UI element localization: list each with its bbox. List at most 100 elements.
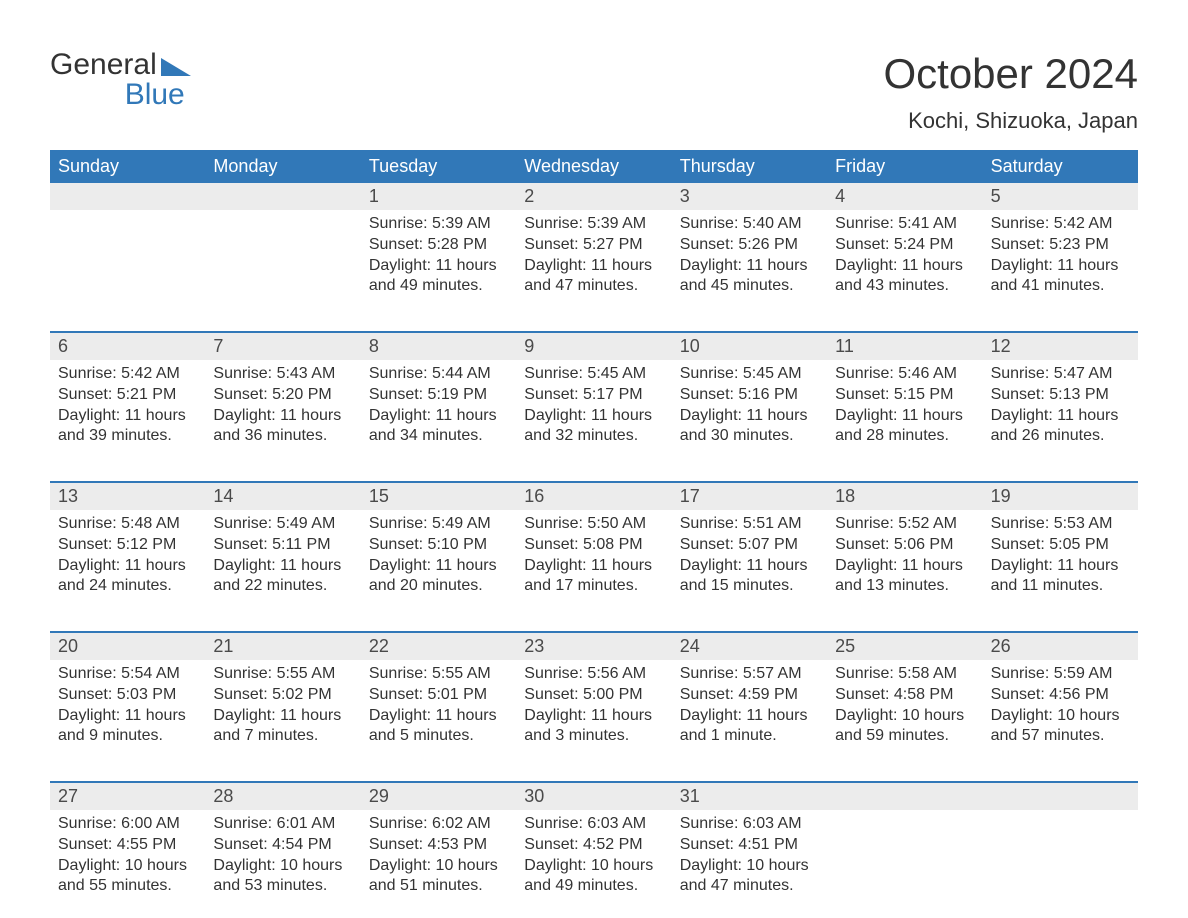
sunrise-text: Sunrise: 5:58 AM xyxy=(835,664,974,685)
sunset-text: Sunset: 4:53 PM xyxy=(369,835,508,856)
day-body: Sunrise: 5:41 AMSunset: 5:24 PMDaylight:… xyxy=(827,210,982,297)
sunrise-text: Sunrise: 5:39 AM xyxy=(524,214,663,235)
sunset-text: Sunset: 5:13 PM xyxy=(991,385,1130,406)
daylight2-text: and 13 minutes. xyxy=(835,576,974,597)
daylight2-text: and 49 minutes. xyxy=(369,276,508,297)
day-cell: 17Sunrise: 5:51 AMSunset: 5:07 PMDayligh… xyxy=(672,483,827,613)
day-body: Sunrise: 5:47 AMSunset: 5:13 PMDaylight:… xyxy=(983,360,1138,447)
daylight1-text: Daylight: 11 hours xyxy=(369,406,508,427)
daylight1-text: Daylight: 11 hours xyxy=(835,256,974,277)
daylight2-text: and 39 minutes. xyxy=(58,426,197,447)
day-body: Sunrise: 5:49 AMSunset: 5:10 PMDaylight:… xyxy=(361,510,516,597)
day-number: 21 xyxy=(205,633,360,660)
day-number: 16 xyxy=(516,483,671,510)
sunset-text: Sunset: 5:20 PM xyxy=(213,385,352,406)
daylight1-text: Daylight: 10 hours xyxy=(991,706,1130,727)
daylight2-text: and 11 minutes. xyxy=(991,576,1130,597)
day-cell: 29Sunrise: 6:02 AMSunset: 4:53 PMDayligh… xyxy=(361,783,516,913)
day-number: 26 xyxy=(983,633,1138,660)
weekday-cell: Wednesday xyxy=(516,150,671,183)
sunset-text: Sunset: 5:12 PM xyxy=(58,535,197,556)
day-number: 31 xyxy=(672,783,827,810)
daylight2-text: and 26 minutes. xyxy=(991,426,1130,447)
daylight1-text: Daylight: 10 hours xyxy=(58,856,197,877)
daylight1-text: Daylight: 10 hours xyxy=(524,856,663,877)
day-body: Sunrise: 5:48 AMSunset: 5:12 PMDaylight:… xyxy=(50,510,205,597)
weekday-cell: Thursday xyxy=(672,150,827,183)
daylight2-text: and 45 minutes. xyxy=(680,276,819,297)
day-cell: 19Sunrise: 5:53 AMSunset: 5:05 PMDayligh… xyxy=(983,483,1138,613)
daylight2-text: and 1 minute. xyxy=(680,726,819,747)
daylight1-text: Daylight: 11 hours xyxy=(524,706,663,727)
day-number: 7 xyxy=(205,333,360,360)
sunrise-text: Sunrise: 6:03 AM xyxy=(524,814,663,835)
daylight2-text: and 30 minutes. xyxy=(680,426,819,447)
day-body: Sunrise: 5:57 AMSunset: 4:59 PMDaylight:… xyxy=(672,660,827,747)
day-cell: 5Sunrise: 5:42 AMSunset: 5:23 PMDaylight… xyxy=(983,183,1138,313)
week-row: 20Sunrise: 5:54 AMSunset: 5:03 PMDayligh… xyxy=(50,631,1138,763)
sunrise-text: Sunrise: 5:48 AM xyxy=(58,514,197,535)
day-cell: 11Sunrise: 5:46 AMSunset: 5:15 PMDayligh… xyxy=(827,333,982,463)
day-body: Sunrise: 6:01 AMSunset: 4:54 PMDaylight:… xyxy=(205,810,360,897)
daylight2-text: and 53 minutes. xyxy=(213,876,352,897)
sunset-text: Sunset: 5:27 PM xyxy=(524,235,663,256)
weekday-cell: Tuesday xyxy=(361,150,516,183)
day-cell xyxy=(827,783,982,913)
sunset-text: Sunset: 5:17 PM xyxy=(524,385,663,406)
daylight1-text: Daylight: 11 hours xyxy=(58,556,197,577)
day-number: 18 xyxy=(827,483,982,510)
sunrise-text: Sunrise: 5:44 AM xyxy=(369,364,508,385)
day-number: 27 xyxy=(50,783,205,810)
week-gap xyxy=(50,763,1138,781)
sunset-text: Sunset: 5:00 PM xyxy=(524,685,663,706)
day-cell xyxy=(983,783,1138,913)
day-cell: 10Sunrise: 5:45 AMSunset: 5:16 PMDayligh… xyxy=(672,333,827,463)
day-number: 11 xyxy=(827,333,982,360)
day-cell: 31Sunrise: 6:03 AMSunset: 4:51 PMDayligh… xyxy=(672,783,827,913)
week-row: 13Sunrise: 5:48 AMSunset: 5:12 PMDayligh… xyxy=(50,481,1138,613)
day-body: Sunrise: 5:54 AMSunset: 5:03 PMDaylight:… xyxy=(50,660,205,747)
day-number: 3 xyxy=(672,183,827,210)
day-cell: 18Sunrise: 5:52 AMSunset: 5:06 PMDayligh… xyxy=(827,483,982,613)
sunrise-text: Sunrise: 5:45 AM xyxy=(680,364,819,385)
sunrise-text: Sunrise: 6:03 AM xyxy=(680,814,819,835)
daylight2-text: and 15 minutes. xyxy=(680,576,819,597)
day-cell xyxy=(205,183,360,313)
day-number: 4 xyxy=(827,183,982,210)
day-body: Sunrise: 5:46 AMSunset: 5:15 PMDaylight:… xyxy=(827,360,982,447)
sunset-text: Sunset: 5:19 PM xyxy=(369,385,508,406)
day-number: 28 xyxy=(205,783,360,810)
day-cell: 1Sunrise: 5:39 AMSunset: 5:28 PMDaylight… xyxy=(361,183,516,313)
day-body: Sunrise: 6:03 AMSunset: 4:52 PMDaylight:… xyxy=(516,810,671,897)
sunset-text: Sunset: 5:01 PM xyxy=(369,685,508,706)
sunrise-text: Sunrise: 5:52 AM xyxy=(835,514,974,535)
daylight1-text: Daylight: 11 hours xyxy=(680,706,819,727)
week-gap xyxy=(50,313,1138,331)
page-title: October 2024 xyxy=(883,50,1138,98)
sunrise-text: Sunrise: 5:55 AM xyxy=(213,664,352,685)
daylight2-text: and 17 minutes. xyxy=(524,576,663,597)
sunrise-text: Sunrise: 6:01 AM xyxy=(213,814,352,835)
daylight1-text: Daylight: 11 hours xyxy=(213,556,352,577)
daylight1-text: Daylight: 11 hours xyxy=(369,556,508,577)
weekday-cell: Saturday xyxy=(983,150,1138,183)
sunset-text: Sunset: 5:11 PM xyxy=(213,535,352,556)
daylight1-text: Daylight: 10 hours xyxy=(213,856,352,877)
daylight1-text: Daylight: 11 hours xyxy=(991,256,1130,277)
day-cell: 8Sunrise: 5:44 AMSunset: 5:19 PMDaylight… xyxy=(361,333,516,463)
day-body: Sunrise: 5:56 AMSunset: 5:00 PMDaylight:… xyxy=(516,660,671,747)
sunset-text: Sunset: 5:24 PM xyxy=(835,235,974,256)
daylight1-text: Daylight: 11 hours xyxy=(58,706,197,727)
daylight1-text: Daylight: 10 hours xyxy=(369,856,508,877)
day-cell: 3Sunrise: 5:40 AMSunset: 5:26 PMDaylight… xyxy=(672,183,827,313)
day-number xyxy=(50,183,205,210)
sunrise-text: Sunrise: 5:46 AM xyxy=(835,364,974,385)
day-cell: 14Sunrise: 5:49 AMSunset: 5:11 PMDayligh… xyxy=(205,483,360,613)
sunset-text: Sunset: 5:16 PM xyxy=(680,385,819,406)
daylight1-text: Daylight: 11 hours xyxy=(991,556,1130,577)
sunrise-text: Sunrise: 5:54 AM xyxy=(58,664,197,685)
day-number: 30 xyxy=(516,783,671,810)
daylight1-text: Daylight: 11 hours xyxy=(835,406,974,427)
sunset-text: Sunset: 5:23 PM xyxy=(991,235,1130,256)
day-number: 5 xyxy=(983,183,1138,210)
